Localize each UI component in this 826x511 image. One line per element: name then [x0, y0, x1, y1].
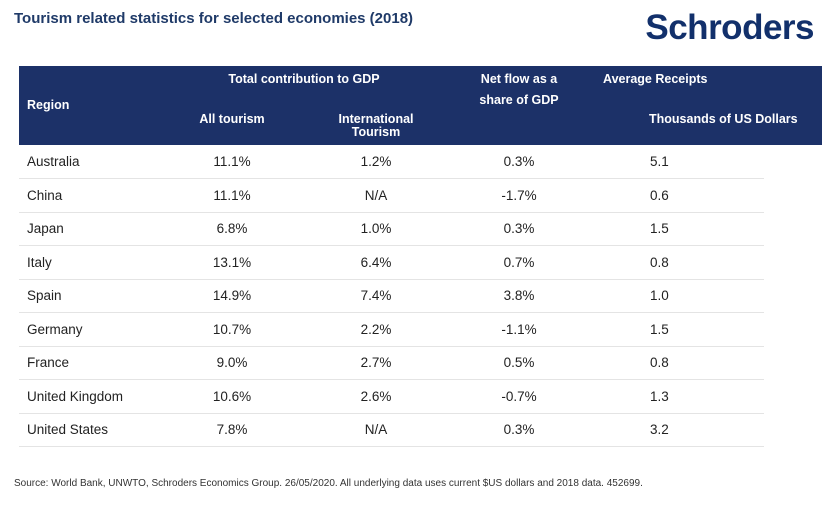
region-cell: Italy	[27, 254, 52, 270]
all-tourism-cell: 13.1%	[212, 254, 252, 270]
all-tourism-cell: 10.6%	[212, 388, 252, 404]
average-receipts-cell: 3.2	[650, 422, 669, 437]
net-flow-cell: 3.8%	[503, 288, 535, 303]
table-row: China 11.1% N/A -1.7% 0.6	[19, 179, 764, 213]
schroders-logo: Schroders	[645, 8, 814, 47]
international-tourism-cell: 2.7%	[360, 355, 392, 370]
header-international-line2: Tourism	[351, 125, 401, 139]
all-tourism-cell: 6.8%	[216, 221, 248, 236]
region-cell: Australia	[27, 154, 80, 169]
table-row: Italy 13.1% 6.4% 0.7% 0.8	[19, 246, 764, 280]
all-tourism-cell: 9.0%	[216, 355, 248, 370]
net-flow-cell: -0.7%	[501, 388, 537, 404]
table-row: France 9.0% 2.7% 0.5% 0.8	[19, 346, 764, 380]
header-net-flow-line2: share of GDP	[479, 93, 559, 107]
region-cell: United Kingdom	[27, 388, 124, 404]
page-title: Tourism related statistics for selected …	[14, 10, 414, 27]
average-receipts-cell: 1.0	[650, 288, 669, 303]
average-receipts-cell: 0.6	[650, 187, 669, 203]
net-flow-cell: -1.7%	[501, 187, 537, 203]
net-flow-cell: 0.7%	[503, 254, 535, 270]
average-receipts-cell: 5.1	[650, 154, 669, 169]
international-tourism-cell: 1.2%	[360, 154, 392, 169]
all-tourism-cell: 11.1%	[213, 187, 251, 203]
region-cell: Spain	[27, 288, 62, 303]
header-gdp-group: Total contribution to GDP	[228, 72, 380, 86]
net-flow-cell: 0.3%	[503, 422, 535, 437]
all-tourism-cell: 7.8%	[216, 422, 248, 437]
source-note: Source: World Bank, UNWTO, Schroders Eco…	[14, 478, 643, 489]
table-row: Germany 10.7% 2.2% -1.1% 1.5	[19, 313, 764, 347]
average-receipts-cell: 1.5	[650, 321, 669, 337]
all-tourism-cell: 11.1%	[213, 154, 251, 169]
average-receipts-cell: 0.8	[650, 355, 669, 370]
international-tourism-cell: 2.2%	[360, 321, 392, 337]
international-tourism-cell: N/A	[364, 187, 388, 203]
header-all-tourism: All tourism	[199, 112, 265, 126]
table-row: Spain 14.9% 7.4% 3.8% 1.0	[19, 279, 764, 313]
table-header: Region Total contribution to GDP All tou…	[19, 66, 822, 145]
header-region: Region	[27, 98, 70, 112]
net-flow-cell: 0.3%	[503, 154, 535, 169]
international-tourism-cell: 1.0%	[360, 221, 392, 236]
header-international-line1: International	[338, 112, 414, 126]
region-cell: France	[27, 355, 70, 370]
net-flow-cell: 0.3%	[503, 221, 535, 236]
header-receipts-unit: Thousands of US Dollars	[649, 112, 798, 126]
region-cell: United States	[27, 422, 109, 437]
table-row: Australia 11.1% 1.2% 0.3% 5.1	[19, 145, 764, 179]
net-flow-cell: 0.5%	[503, 355, 535, 370]
international-tourism-cell: 2.6%	[360, 388, 392, 404]
table-row: Japan 6.8% 1.0% 0.3% 1.5	[19, 212, 764, 246]
region-cell: Japan	[27, 221, 64, 236]
table-row: United States 7.8% N/A 0.3% 3.2	[19, 413, 764, 447]
average-receipts-cell: 1.5	[650, 221, 669, 236]
table-row: United Kingdom 10.6% 2.6% -0.7% 1.3	[19, 380, 764, 414]
international-tourism-cell: N/A	[364, 422, 388, 437]
international-tourism-cell: 7.4%	[360, 288, 392, 303]
header-average-receipts: Average Receipts	[603, 72, 708, 86]
header-net-flow-line1: Net flow as a	[480, 72, 558, 86]
all-tourism-cell: 14.9%	[212, 288, 252, 303]
all-tourism-cell: 10.7%	[212, 321, 252, 337]
average-receipts-cell: 0.8	[650, 254, 669, 270]
region-cell: China	[27, 187, 63, 203]
net-flow-cell: -1.1%	[501, 321, 537, 337]
international-tourism-cell: 6.4%	[360, 254, 392, 270]
region-cell: Germany	[27, 321, 83, 337]
average-receipts-cell: 1.3	[650, 388, 669, 404]
